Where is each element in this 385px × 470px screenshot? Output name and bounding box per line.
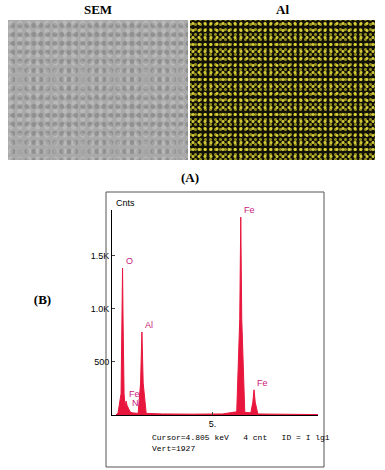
svg-text:O: O	[126, 256, 133, 266]
svg-text:1.5K: 1.5K	[91, 251, 110, 261]
svg-text:Al: Al	[145, 320, 153, 330]
svg-text:5.: 5.	[209, 419, 217, 429]
html-text:(B): (B)	[33, 292, 52, 307]
html-text:Al: Al	[276, 2, 289, 17]
svg-text:Cursor=4.805 keV 4 cnt ID: Cursor=4.805 keV 4 cnt ID = I lg1	[152, 433, 330, 442]
svg-text:1.0K: 1.0K	[91, 304, 110, 314]
html-text:SEM: SEM	[83, 2, 113, 17]
svg-text:Ni: Ni	[132, 398, 141, 408]
svg-text:Vert=1927: Vert=1927	[152, 444, 195, 453]
svg-text:500: 500	[94, 357, 109, 367]
html-text:(A): (A)	[181, 170, 199, 185]
svg-text:Fe: Fe	[244, 205, 255, 215]
svg-text:Cnts: Cnts	[116, 198, 135, 208]
svg-text:Fe: Fe	[129, 389, 140, 399]
svg-text:Fe: Fe	[257, 378, 268, 388]
